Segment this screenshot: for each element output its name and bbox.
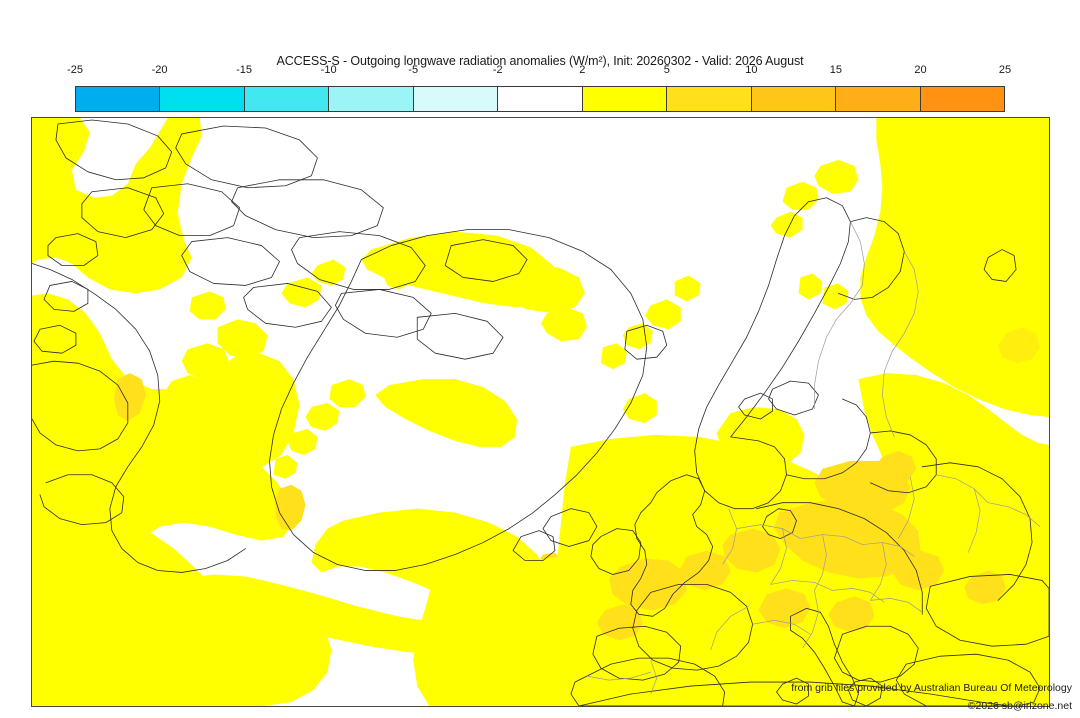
colorbar-tick-20: 20 (914, 64, 927, 76)
colorbar-tick--20: -20 (151, 64, 168, 76)
colorbar-tick-labels: -25 -20 -15 -10 -5 -2 2 5 10 15 20 25 (67, 64, 1011, 82)
colorbar-bin-0 (76, 87, 161, 111)
colorbar-bin-10 (920, 87, 1004, 111)
colorbar: -25 -20 -15 -10 -5 -2 2 5 10 15 20 25 (67, 64, 1011, 112)
anomaly-field (32, 118, 1049, 706)
colorbar-tick-15: 15 (829, 64, 843, 76)
colorbar-tick-5: 5 (663, 64, 670, 76)
colorbar-bin-1 (160, 87, 245, 111)
colorbar-bin-5 (498, 87, 583, 111)
colorbar-tick-10: 10 (745, 64, 758, 76)
colorbar-bin-9 (836, 87, 921, 111)
geography-layer (32, 119, 1049, 706)
colorbar-tick-2: 2 (579, 64, 586, 76)
map-canvas (32, 118, 1049, 706)
credit-copyright: ©2026 sb@irizone.net (967, 700, 1072, 712)
credit-source: from grib files provided by Australian B… (791, 682, 1072, 694)
colorbar-tick--5: -5 (408, 64, 419, 76)
colorbar-bin-7 (667, 87, 752, 111)
page-title: ACCESS-S - Outgoing longwave radiation a… (276, 54, 804, 68)
colorbar-tick--2: -2 (492, 64, 503, 76)
colorbar-bins (75, 86, 1005, 112)
colorbar-tick-25: 25 (998, 64, 1012, 76)
colorbar-bin-8 (751, 87, 837, 111)
colorbar-bin-2 (244, 87, 330, 111)
country-borders (586, 221, 1041, 695)
map-frame[interactable] (31, 117, 1050, 707)
colorbar-bin-6 (582, 87, 668, 111)
colorbar-bin-4 (413, 87, 499, 111)
colorbar-bin-3 (329, 87, 414, 111)
colorbar-tick--10: -10 (320, 64, 337, 76)
colorbar-tick--15: -15 (236, 64, 253, 76)
colorbar-tick--25: -25 (67, 64, 83, 76)
